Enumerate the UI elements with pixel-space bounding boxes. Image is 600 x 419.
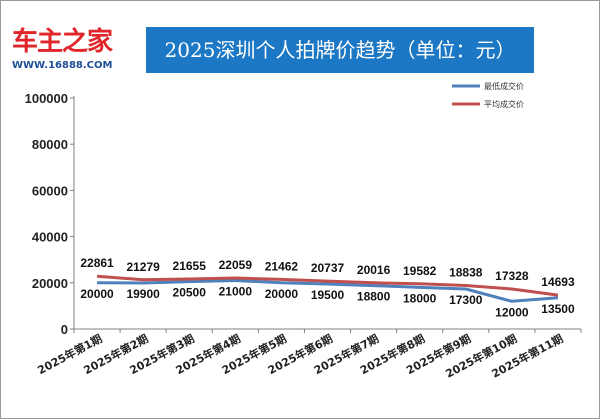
data-label-min: 21000 [219, 284, 253, 298]
data-label-avg: 21279 [126, 260, 160, 274]
logo-text: 车主之家 [12, 27, 113, 57]
data-label-min: 19900 [126, 287, 160, 301]
data-label-avg: 19582 [403, 264, 437, 278]
data-label-avg: 18838 [449, 265, 483, 279]
y-tick-label: 60000 [32, 183, 68, 198]
y-tick-label: 80000 [32, 137, 68, 152]
data-label-avg: 20737 [311, 261, 345, 275]
site-logo: 车主之家 WWW.16888.COM [12, 26, 140, 78]
data-label-min: 18000 [403, 291, 437, 305]
y-tick-label: 0 [61, 322, 68, 337]
series-line-avg [96, 274, 559, 297]
legend-label-min: 最低成交价 [484, 81, 524, 91]
data-label-min: 19500 [311, 288, 345, 302]
data-label-avg: 17328 [495, 269, 529, 283]
data-label-avg: 22861 [80, 256, 114, 270]
data-label-min: 12000 [495, 305, 529, 319]
data-label-avg: 22059 [219, 258, 253, 272]
data-label-min: 17300 [449, 293, 483, 307]
data-label-min: 20500 [173, 286, 207, 300]
series-line-min [96, 279, 559, 303]
data-label-avg: 14693 [541, 275, 575, 289]
y-tick-label: 100000 [25, 91, 68, 106]
y-tick-label: 40000 [32, 230, 68, 245]
data-label-min: 20000 [80, 287, 114, 301]
data-label-avg: 21462 [265, 259, 299, 273]
y-tick-label: 20000 [32, 276, 68, 291]
data-label-min: 20000 [265, 287, 299, 301]
logo-url: WWW.16888.COM [12, 60, 113, 71]
data-label-avg: 21655 [173, 259, 207, 273]
data-label-min: 18800 [357, 290, 391, 304]
legend-label-avg: 平均成交价 [484, 99, 524, 109]
data-label-min: 13500 [541, 302, 575, 316]
chart-title: 2025深圳个人拍牌价趋势（单位：元） [164, 38, 516, 62]
data-label-avg: 20016 [357, 263, 391, 277]
title-banner: 2025深圳个人拍牌价趋势（单位：元） [146, 27, 534, 73]
